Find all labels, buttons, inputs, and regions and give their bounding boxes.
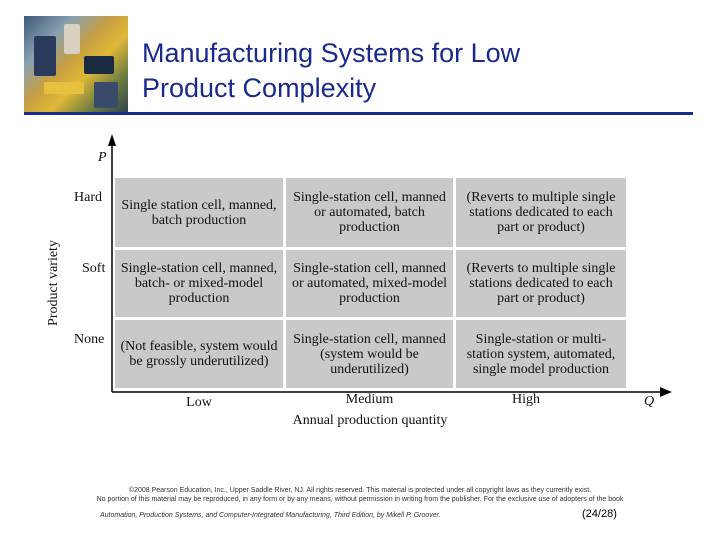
cell-none-high: Single-station or multi-station system, … <box>456 320 626 388</box>
slide-title: Manufacturing Systems for Low Product Co… <box>142 36 682 106</box>
cell-hard-low: Single station cell, manned, batch produ… <box>115 178 283 247</box>
cell-hard-medium: Single-station cell, manned or automated… <box>286 178 453 247</box>
column-label-medium: Medium <box>345 392 394 407</box>
x-axis-arrowhead <box>660 387 672 397</box>
row-label-soft: Soft <box>82 261 106 276</box>
cell-none-low: (Not feasible, system would be grossly u… <box>115 320 283 388</box>
title-rule <box>24 112 693 115</box>
column-label-low: Low <box>186 395 212 410</box>
y-axis-symbol: P <box>98 150 107 165</box>
cell-hard-high: (Reverts to multiple single stations ded… <box>456 178 626 247</box>
column-label-high: High <box>512 392 540 407</box>
page-number: (24/28) <box>582 508 617 520</box>
cell-soft-high: (Reverts to multiple single stations ded… <box>456 250 626 317</box>
copyright-line-2: No portion of this material may be repro… <box>96 496 624 503</box>
slide-title-line-1: Manufacturing Systems for Low <box>142 38 521 68</box>
cell-none-medium: Single-station cell, manned (system woul… <box>286 320 453 388</box>
header-photo <box>24 16 128 114</box>
copyright-line-1: ©2008 Pearson Education, Inc., Upper Sad… <box>128 487 592 494</box>
slide-title-line-2: Product Complexity <box>142 73 377 103</box>
y-axis-label: Product variety <box>46 240 61 326</box>
book-citation: Automation, Production Systems, and Comp… <box>100 512 441 519</box>
row-label-hard: Hard <box>74 190 102 205</box>
row-label-none: None <box>74 332 105 347</box>
x-axis-symbol: Q <box>644 394 655 409</box>
cell-soft-medium: Single-station cell, manned or automated… <box>286 250 453 317</box>
y-axis-arrowhead <box>108 134 116 146</box>
cell-soft-low: Single-station cell, manned, batch- or m… <box>115 250 283 317</box>
x-axis-label: Annual production quantity <box>292 413 448 428</box>
